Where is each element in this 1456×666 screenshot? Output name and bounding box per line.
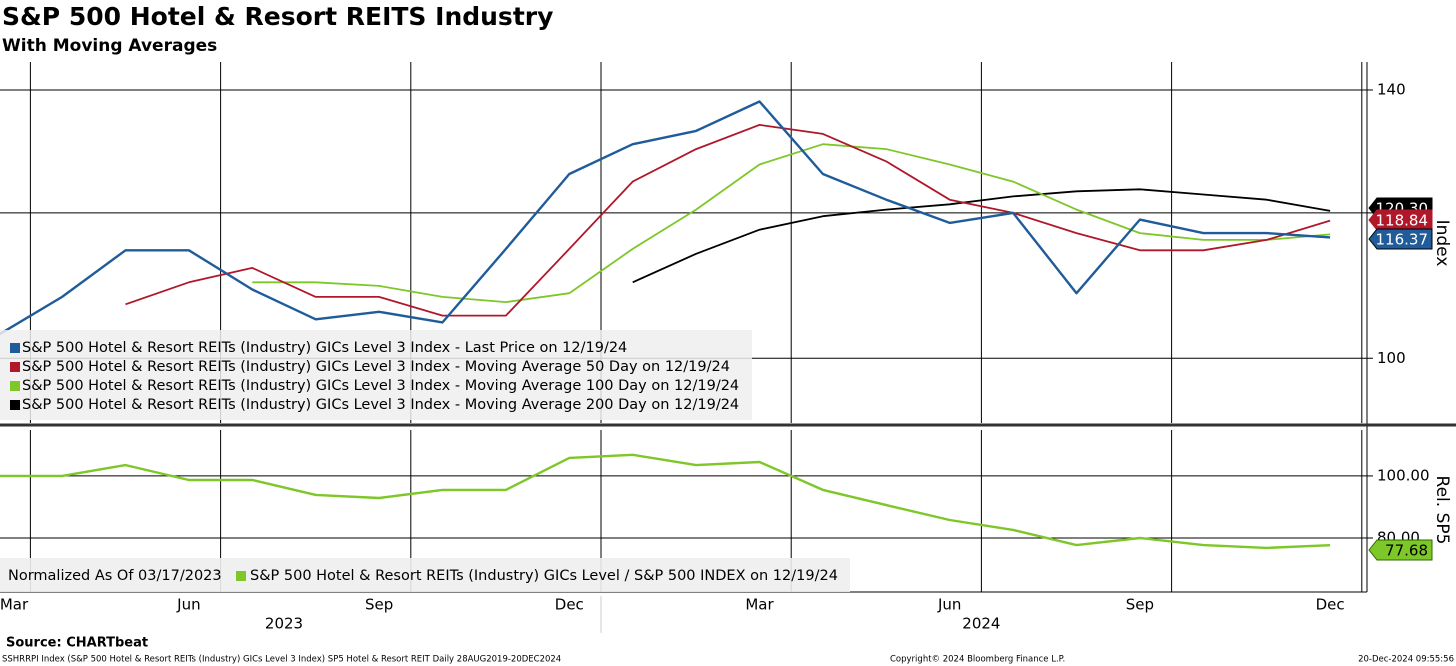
legend-swatch: [10, 343, 20, 353]
y-axis-label: Index: [1432, 220, 1452, 267]
series-line: [0, 100, 1331, 336]
x-tick-label: Sep: [1126, 596, 1154, 614]
chart-title: S&P 500 Hotel & Resort REITS Industry: [2, 2, 553, 31]
legend-swatch: [10, 362, 20, 372]
value-tag-label: 116.37: [1376, 231, 1429, 249]
value-tag: [1368, 228, 1433, 250]
legend-box: [0, 558, 850, 592]
y-tick-label: 100.00: [1377, 466, 1430, 484]
series-line: [252, 143, 1331, 303]
value-tag-label: 118.84: [1376, 212, 1429, 230]
series: [0, 453, 1331, 550]
legend-swatch: [10, 400, 20, 410]
source: Source: CHARTbeat: [6, 636, 148, 651]
legend-label: S&P 500 Hotel & Resort REITs (Industry) …: [250, 568, 838, 584]
x-tick-label: Mar: [0, 596, 29, 614]
series: [0, 100, 1331, 336]
legend-label: S&P 500 Hotel & Resort REITs (Industry) …: [22, 340, 627, 356]
copyright: Copyright© 2024 Bloomberg Finance L.P.: [890, 655, 1065, 665]
x-tick-label: Dec: [1316, 596, 1345, 614]
series-line: [632, 188, 1331, 284]
value-tag-label: 77.68: [1385, 542, 1428, 560]
y-axis-label: Rel. SP5: [1432, 476, 1452, 545]
series: [252, 143, 1331, 303]
legend-swatch: [10, 381, 20, 391]
series: [125, 124, 1331, 317]
year-label: 2023: [265, 615, 303, 633]
year-label: 2024: [962, 615, 1000, 633]
ticker-line: SSHRRPI Index (S&P 500 Hotel & Resort RE…: [2, 655, 561, 665]
legend-label: S&P 500 Hotel & Resort REITs (Industry) …: [22, 397, 739, 413]
y-tick-label: 100: [1377, 349, 1406, 367]
x-tick-label: Dec: [555, 596, 584, 614]
value-tag: [1368, 539, 1433, 561]
x-tick-label: Jun: [176, 596, 200, 614]
legend-label: S&P 500 Hotel & Resort REITs (Industry) …: [22, 359, 730, 375]
x-tick-label: Sep: [365, 596, 393, 614]
chart-subtitle: With Moving Averages: [2, 36, 217, 56]
value-tag: [1368, 209, 1433, 231]
x-tick-label: Jun: [937, 596, 961, 614]
y-tick-label: 140: [1377, 80, 1406, 98]
legend-box: [0, 330, 752, 420]
legend-swatch: [236, 571, 246, 581]
legend-note: Normalized As Of 03/17/2023: [8, 568, 222, 584]
legend-label: S&P 500 Hotel & Resort REITs (Industry) …: [22, 378, 739, 394]
series: [632, 188, 1331, 284]
x-tick-label: Mar: [745, 596, 774, 614]
series-line: [0, 453, 1331, 550]
series-line: [125, 124, 1331, 317]
timestamp: 20-Dec-2024 09:55:56: [1358, 655, 1454, 665]
